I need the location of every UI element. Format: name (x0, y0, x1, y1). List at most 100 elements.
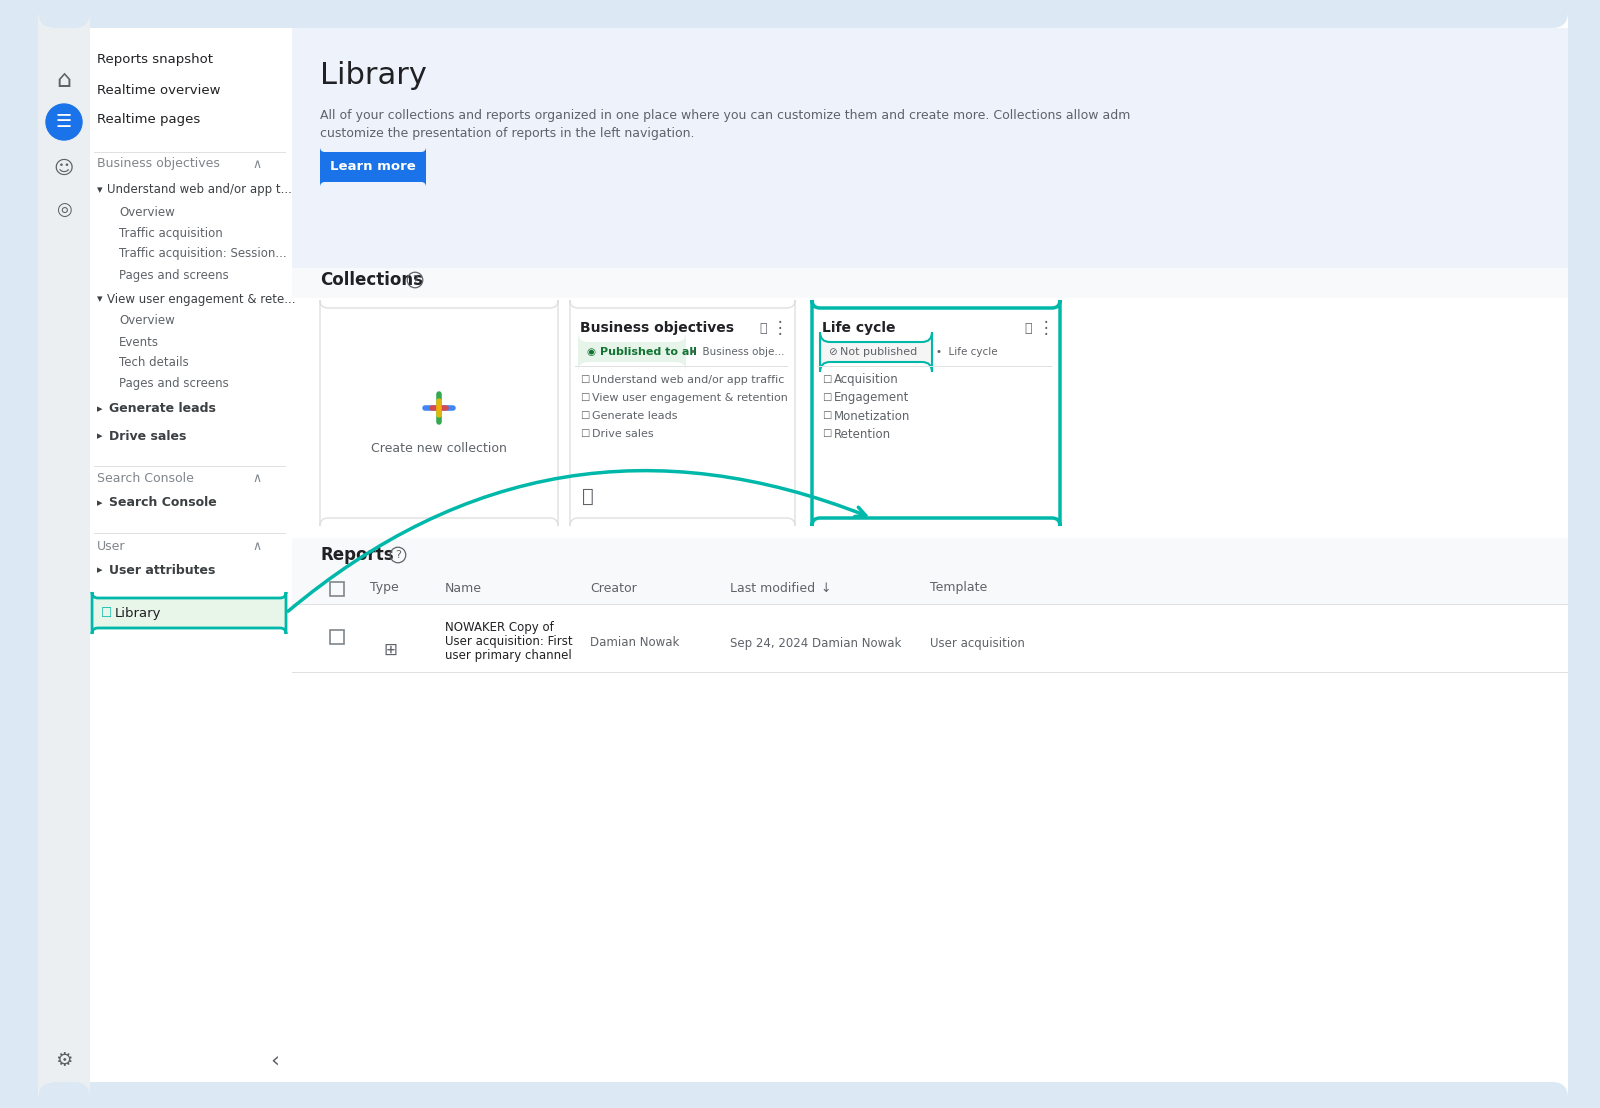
Bar (291, 298, 1568, 538)
Text: ☐: ☐ (822, 375, 832, 384)
Text: ‹: ‹ (270, 1050, 280, 1070)
Text: All of your collections and reports organized in one place where you can customi: All of your collections and reports orga… (320, 110, 1130, 123)
Text: Damian Nowak: Damian Nowak (590, 636, 680, 649)
Text: ↓: ↓ (819, 582, 830, 595)
Bar (330, 582, 344, 596)
Bar (291, 28, 1568, 1083)
Text: Traffic acquisition: Session...: Traffic acquisition: Session... (118, 247, 286, 260)
Text: Realtime overview: Realtime overview (98, 83, 221, 96)
Text: Acquisition: Acquisition (834, 373, 899, 387)
Text: ☐: ☐ (822, 393, 832, 403)
Text: ☐: ☐ (822, 411, 832, 421)
Text: ☐: ☐ (579, 375, 589, 384)
Text: Pages and screens: Pages and screens (118, 378, 229, 390)
Text: Sep 24, 2024 Damian Nowak: Sep 24, 2024 Damian Nowak (730, 636, 901, 649)
Text: ☺: ☺ (54, 158, 74, 177)
Text: ▾: ▾ (98, 294, 102, 304)
FancyBboxPatch shape (320, 300, 558, 526)
Text: Name: Name (445, 582, 482, 595)
FancyBboxPatch shape (38, 12, 90, 1098)
Text: Reports snapshot: Reports snapshot (98, 53, 213, 66)
Text: Events: Events (118, 336, 158, 349)
Text: Not published: Not published (840, 347, 917, 357)
Text: ☐: ☐ (579, 393, 589, 403)
Text: ⋮: ⋮ (1038, 319, 1054, 337)
Text: •  Life cycle: • Life cycle (936, 347, 998, 357)
Text: ⚙: ⚙ (56, 1050, 72, 1069)
Text: customize the presentation of reports in the left navigation.: customize the presentation of reports in… (320, 126, 694, 140)
Text: Learn more: Learn more (330, 161, 416, 174)
FancyBboxPatch shape (819, 332, 931, 372)
Text: ▸: ▸ (98, 565, 102, 575)
Text: Overview: Overview (118, 205, 174, 218)
Text: Search Console: Search Console (98, 472, 194, 485)
Text: Generate leads: Generate leads (109, 402, 216, 416)
Text: Type: Type (370, 582, 398, 595)
Text: ☐: ☐ (101, 606, 112, 619)
Text: Last modified: Last modified (730, 582, 814, 595)
FancyBboxPatch shape (813, 300, 1059, 526)
Text: ◉: ◉ (586, 347, 595, 357)
Text: Pages and screens: Pages and screens (118, 268, 229, 281)
Text: User: User (98, 540, 125, 553)
Text: ∧: ∧ (253, 540, 261, 553)
FancyBboxPatch shape (578, 332, 686, 372)
Text: ⌂: ⌂ (56, 68, 72, 92)
Bar (90, 28, 291, 1083)
Text: ▸: ▸ (98, 497, 102, 507)
Text: Life cycle: Life cycle (822, 321, 896, 335)
Text: Creator: Creator (590, 582, 637, 595)
Text: ☐: ☐ (579, 429, 589, 439)
Text: ∧: ∧ (253, 157, 261, 171)
Text: User acquisition: First: User acquisition: First (445, 635, 573, 647)
Text: ?: ? (395, 550, 402, 560)
Text: •  Business obje...: • Business obje... (690, 347, 784, 357)
Text: ☰: ☰ (56, 113, 72, 131)
Text: Reports: Reports (320, 546, 394, 564)
Text: Traffic acquisition: Traffic acquisition (118, 226, 222, 239)
Text: ⓘ: ⓘ (760, 321, 766, 335)
Text: Realtime pages: Realtime pages (98, 113, 200, 126)
Text: ?: ? (413, 275, 418, 285)
Text: Template: Template (930, 582, 987, 595)
Circle shape (46, 104, 82, 140)
Text: View user engagement & rete...: View user engagement & rete... (107, 293, 296, 306)
Text: Engagement: Engagement (834, 391, 909, 404)
Text: ⓘ: ⓘ (1024, 321, 1032, 335)
Text: ⊞: ⊞ (382, 642, 397, 659)
Text: ∧: ∧ (253, 472, 261, 485)
Text: Overview: Overview (118, 315, 174, 328)
FancyBboxPatch shape (93, 592, 286, 634)
Text: Business objectives: Business objectives (98, 157, 219, 171)
FancyArrowPatch shape (288, 471, 866, 612)
FancyBboxPatch shape (570, 300, 795, 526)
Text: ☐: ☐ (822, 429, 832, 439)
Text: Library: Library (115, 606, 162, 619)
Bar (330, 630, 344, 644)
Text: Drive sales: Drive sales (109, 430, 186, 442)
Text: Collections: Collections (320, 271, 422, 289)
Text: ▸: ▸ (98, 431, 102, 441)
Text: 🌐: 🌐 (582, 486, 594, 505)
Text: ▸: ▸ (98, 404, 102, 414)
Text: Drive sales: Drive sales (592, 429, 654, 439)
Text: Understand web and/or app traffic: Understand web and/or app traffic (592, 375, 784, 384)
Text: Create new collection: Create new collection (371, 441, 507, 454)
Text: Library: Library (320, 61, 427, 90)
Text: User attributes: User attributes (109, 564, 216, 576)
Text: Retention: Retention (834, 428, 891, 441)
Bar (291, 28, 1568, 268)
Text: ☐: ☐ (579, 411, 589, 421)
FancyBboxPatch shape (38, 12, 1568, 1098)
Bar (291, 572, 1568, 1083)
Text: View user engagement & retention: View user engagement & retention (592, 393, 787, 403)
Text: User acquisition: User acquisition (930, 636, 1026, 649)
Text: Tech details: Tech details (118, 357, 189, 369)
Text: Business objectives: Business objectives (579, 321, 734, 335)
Text: Understand web and/or app t...: Understand web and/or app t... (107, 184, 291, 196)
Bar (291, 572, 1568, 604)
Text: Published to all: Published to all (600, 347, 698, 357)
Text: Search Console: Search Console (109, 496, 216, 510)
Text: ⋮: ⋮ (771, 319, 789, 337)
Text: ◎: ◎ (56, 201, 72, 219)
